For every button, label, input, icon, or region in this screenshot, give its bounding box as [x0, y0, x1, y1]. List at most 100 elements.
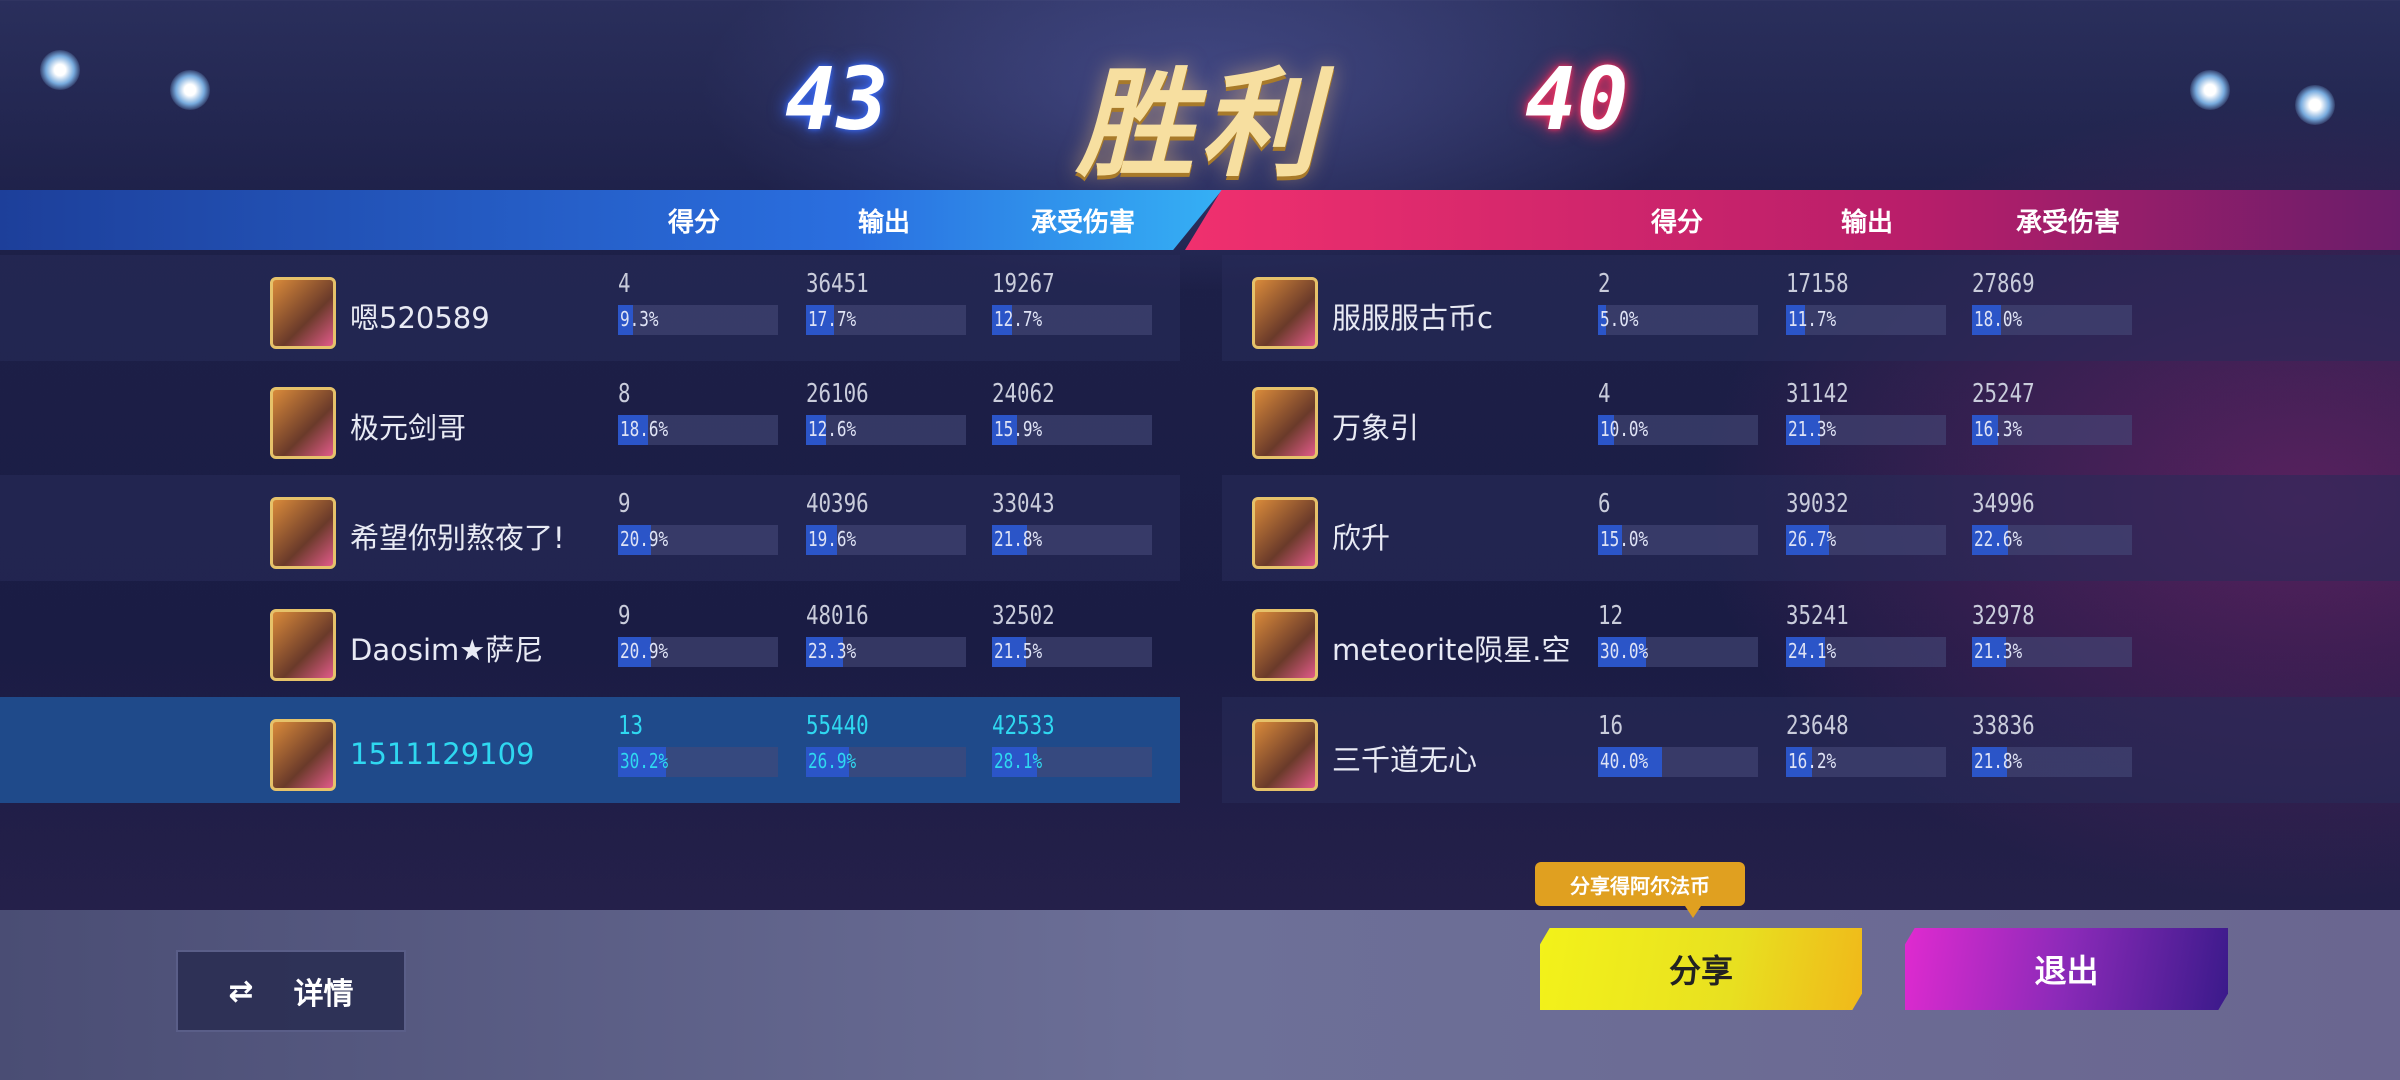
score-share-bar: 30.0%	[1598, 637, 1758, 667]
player-avatar[interactable]	[270, 387, 336, 459]
damage-value: 34996	[1972, 489, 2035, 519]
damage-cell: 24062 15.9%	[992, 379, 1152, 445]
result-title: 胜利	[1075, 55, 1324, 193]
player-row[interactable]: 万象引 4 10.0% 31142 21.3% 25247 16.3%	[1222, 365, 2400, 471]
player-avatar[interactable]	[1252, 387, 1318, 459]
player-name: 极元剑哥	[350, 411, 467, 445]
details-label: 详情	[293, 977, 354, 1012]
damage-percent: 21.5%	[994, 639, 1043, 663]
details-button[interactable]: ⇄ 详情	[176, 950, 406, 1032]
bar-fill	[992, 305, 1013, 335]
damage-value: 32502	[992, 601, 1055, 631]
output-cell: 35241 24.1%	[1786, 601, 1946, 667]
output-cell: 17158 11.7%	[1786, 269, 1946, 335]
share-button[interactable]: 分享	[1540, 928, 1862, 1010]
share-tooltip: 分享得阿尔法币	[1535, 862, 1745, 918]
bar-fill	[992, 747, 1037, 777]
player-row[interactable]: Daosim★萨尼 9 20.9% 48016 23.3% 32502 21.5…	[0, 587, 1180, 693]
player-avatar[interactable]	[1252, 609, 1318, 681]
score-cell: 4 9.3%	[618, 269, 778, 335]
damage-percent: 21.8%	[1974, 749, 2023, 773]
score-cell: 13 30.2%	[618, 711, 778, 777]
output-share-bar: 21.3%	[1786, 415, 1946, 445]
damage-value: 42533	[992, 711, 1055, 741]
player-row[interactable]: meteorite陨星.空 12 30.0% 35241 24.1% 32978…	[1222, 587, 2400, 693]
player-avatar[interactable]	[270, 497, 336, 569]
player-avatar[interactable]	[270, 719, 336, 791]
score-value: 13	[618, 711, 644, 741]
score-value: 4	[1598, 379, 1611, 409]
player-row[interactable]: 三千道无心 16 40.0% 23648 16.2% 33836 21.8%	[1222, 697, 2400, 803]
bar-fill	[1598, 415, 1614, 445]
bar-fill	[1972, 415, 1999, 445]
output-cell: 48016 23.3%	[806, 601, 966, 667]
stage-light-icon	[2295, 85, 2335, 125]
output-share-bar: 24.1%	[1786, 637, 1946, 667]
red-team-header: 得分 输出 承受伤害	[1185, 190, 2400, 250]
exit-button[interactable]: 退出	[1905, 928, 2228, 1010]
score-share-bar: 15.0%	[1598, 525, 1758, 555]
player-avatar[interactable]	[1252, 277, 1318, 349]
output-percent: 11.7%	[1788, 307, 1837, 331]
player-name: 欣升	[1332, 521, 1391, 555]
player-row[interactable]: 服服服古币c 2 5.0% 17158 11.7% 27869 18.0%	[1222, 255, 2400, 361]
damage-cell: 19267 12.7%	[992, 269, 1152, 335]
output-value: 17158	[1786, 269, 1849, 299]
output-percent: 21.3%	[1788, 417, 1837, 441]
damage-value: 24062	[992, 379, 1055, 409]
damage-value: 27869	[1972, 269, 2035, 299]
damage-percent: 18.0%	[1974, 307, 2023, 331]
output-cell: 23648 16.2%	[1786, 711, 1946, 777]
damage-share-bar: 16.3%	[1972, 415, 2132, 445]
player-row[interactable]: 嗯520589 4 9.3% 36451 17.7% 19267 12.7%	[0, 255, 1180, 361]
column-damage-taken: 承受伤害	[2015, 207, 2121, 238]
player-name: Daosim★萨尼	[350, 633, 544, 667]
bar-fill	[806, 637, 844, 667]
player-row[interactable]: 极元剑哥 8 18.6% 26106 12.6% 24062 15.9%	[0, 365, 1180, 471]
score-value: 8	[618, 379, 631, 409]
bar-fill	[1972, 525, 2009, 555]
damage-percent: 21.3%	[1974, 639, 2023, 663]
player-name: 嗯520589	[350, 301, 490, 335]
score-cell: 6 15.0%	[1598, 489, 1758, 555]
bar-fill	[1786, 415, 1821, 445]
player-row[interactable]: 欣升 6 15.0% 39032 26.7% 34996 22.6%	[1222, 475, 2400, 581]
column-damage-taken: 承受伤害	[1030, 207, 1136, 238]
swap-arrows-icon: ⇄	[228, 973, 254, 1009]
bar-fill	[618, 747, 667, 777]
output-share-bar: 26.9%	[806, 747, 966, 777]
output-value: 26106	[806, 379, 869, 409]
output-percent: 17.7%	[808, 307, 857, 331]
output-value: 31142	[1786, 379, 1849, 409]
player-avatar[interactable]	[1252, 497, 1318, 569]
score-percent: 30.0%	[1600, 639, 1649, 663]
damage-share-bar: 22.6%	[1972, 525, 2132, 555]
player-row[interactable]: 希望你别熬夜了! 9 20.9% 40396 19.6% 33043 21.8%	[0, 475, 1180, 581]
output-value: 23648	[1786, 711, 1849, 741]
player-name: 1511129109	[350, 737, 535, 771]
bar-fill	[806, 305, 835, 335]
bar-fill	[992, 525, 1027, 555]
score-share-bar: 10.0%	[1598, 415, 1758, 445]
damage-cell: 32978 21.3%	[1972, 601, 2132, 667]
damage-share-bar: 18.0%	[1972, 305, 2132, 335]
output-cell: 40396 19.6%	[806, 489, 966, 555]
bar-fill	[1598, 637, 1646, 667]
player-name: 服服服古币c	[1332, 301, 1493, 335]
bar-fill	[1598, 305, 1606, 335]
bar-fill	[1786, 305, 1805, 335]
score-percent: 20.9%	[620, 639, 669, 663]
output-share-bar: 12.6%	[806, 415, 966, 445]
score-share-bar: 40.0%	[1598, 747, 1758, 777]
bar-fill	[1786, 637, 1825, 667]
player-row[interactable]: 1511129109 13 30.2% 55440 26.9% 42533 28…	[0, 697, 1180, 803]
player-avatar[interactable]	[1252, 719, 1318, 791]
player-avatar[interactable]	[270, 277, 336, 349]
player-name: meteorite陨星.空	[1332, 633, 1571, 667]
bar-fill	[806, 525, 838, 555]
damage-value: 25247	[1972, 379, 2035, 409]
damage-share-bar: 21.8%	[992, 525, 1152, 555]
bar-fill	[1598, 525, 1622, 555]
player-avatar[interactable]	[270, 609, 336, 681]
output-percent: 26.7%	[1788, 527, 1837, 551]
